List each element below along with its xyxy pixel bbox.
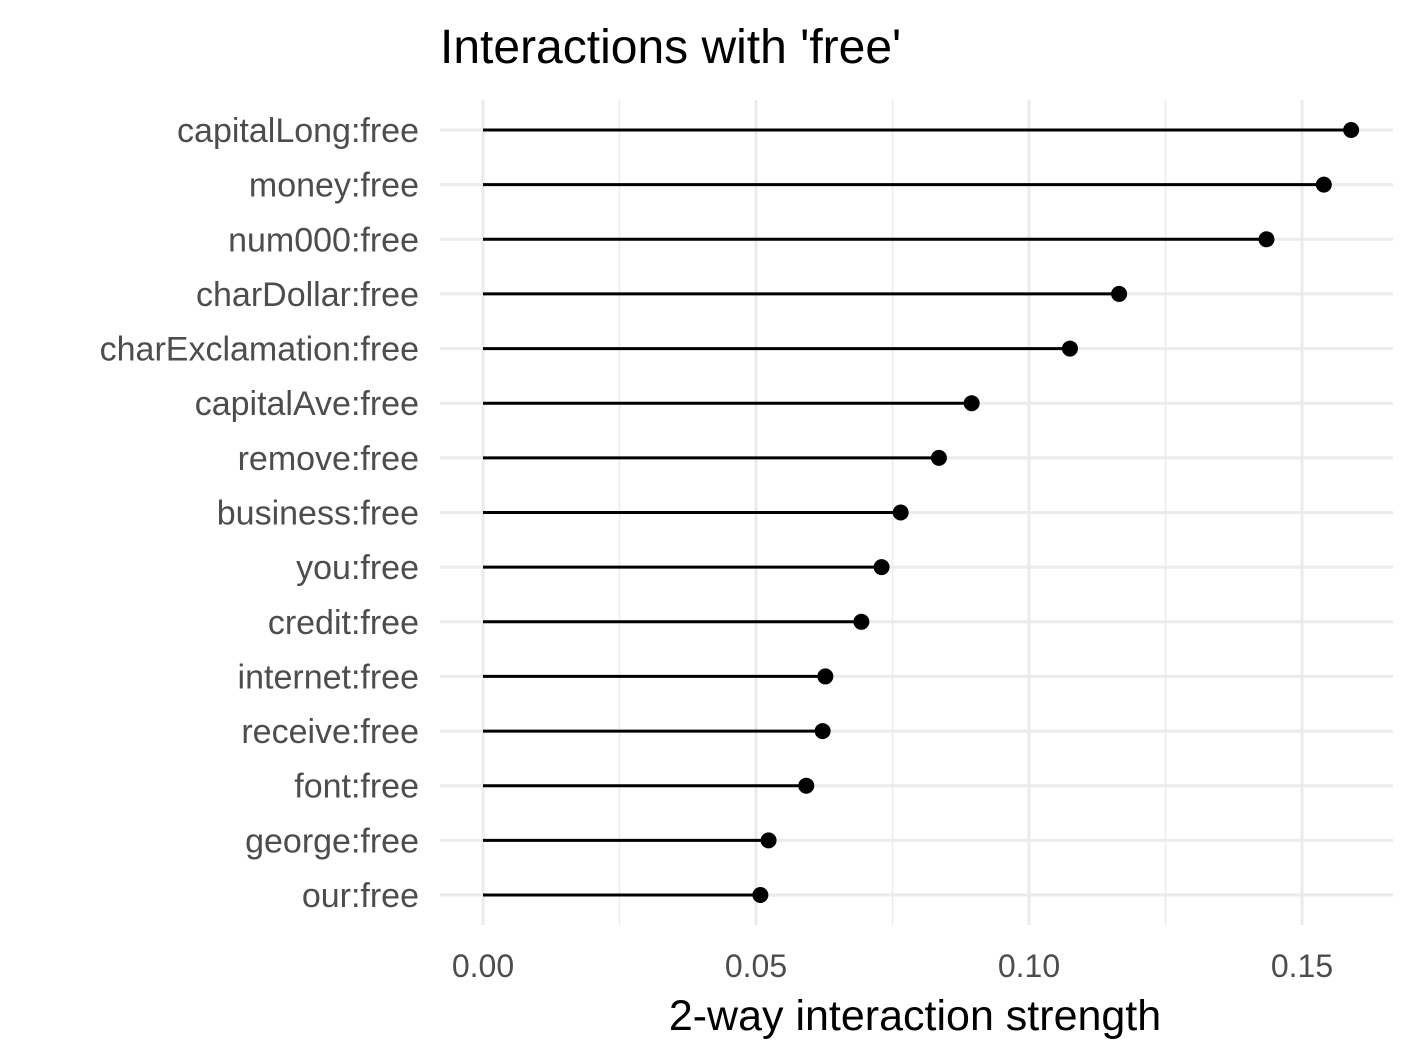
y-category-label: charDollar:free [196, 276, 419, 314]
lollipop-point [853, 613, 870, 630]
lollipop-point [817, 668, 834, 685]
x-axis-title: 2-way interaction strength [669, 992, 1161, 1040]
lollipop-point [814, 723, 831, 740]
chart-title: Interactions with 'free' [440, 21, 901, 74]
lollipop-point [1315, 176, 1332, 193]
lollipop-point [1343, 122, 1360, 138]
y-category-label: you:free [296, 549, 419, 587]
y-category-label: credit:free [268, 604, 419, 642]
x-tick-label: 0.15 [1271, 948, 1333, 984]
lollipop-point [963, 395, 980, 412]
y-category-label: capitalLong:free [177, 112, 419, 150]
lollipop-point [752, 887, 769, 903]
lollipop-point [873, 559, 890, 576]
y-category-label: charExclamation:free [100, 331, 419, 369]
lollipop-point [1258, 231, 1275, 248]
y-category-label: money:free [249, 167, 419, 205]
lollipop-point [798, 777, 815, 794]
x-tick-label: 0.10 [998, 948, 1060, 984]
y-category-label: george:free [245, 822, 419, 860]
lollipop-point [1111, 285, 1128, 302]
y-category-label: receive:free [241, 713, 419, 751]
y-category-label: our:free [302, 877, 419, 915]
lollipop-point [760, 832, 777, 849]
x-tick-label: 0.00 [452, 948, 514, 984]
x-tick-label: 0.05 [725, 948, 787, 984]
mark-layer [483, 122, 1360, 903]
label-layer: 0.00 0.05 0.10 0.15 capitalLong:free money:fr… [100, 112, 1334, 984]
y-category-label: num000:free [228, 221, 419, 259]
y-category-label: remove:free [238, 440, 419, 478]
y-category-label: font:free [294, 768, 419, 806]
lollipop-point [1061, 340, 1078, 357]
y-category-label: internet:free [238, 658, 419, 696]
y-category-label: capitalAve:free [195, 385, 419, 423]
lollipop-point [930, 449, 947, 466]
lollipop-point [892, 504, 909, 521]
y-category-label: business:free [217, 495, 419, 533]
